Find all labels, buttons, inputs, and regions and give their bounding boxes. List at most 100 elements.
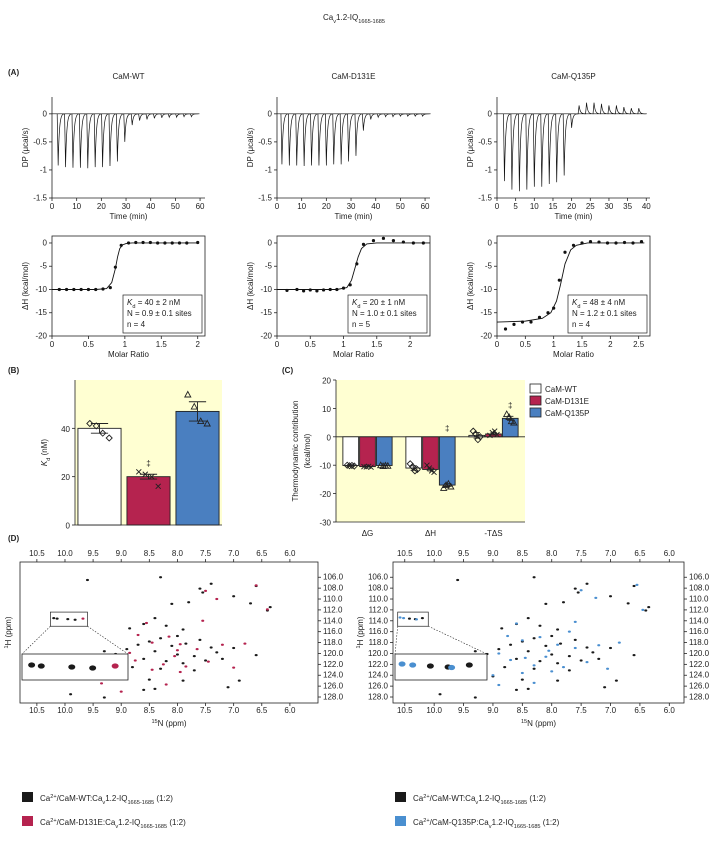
injection-peak	[287, 113, 297, 166]
text-part: 1.2-IQ	[118, 818, 140, 827]
y-tick-label: -1	[40, 165, 48, 174]
peak	[68, 664, 76, 670]
y-tick-label: 128.0	[689, 693, 709, 702]
injection-peak	[347, 113, 356, 162]
x-tick-label: 1.5	[156, 340, 168, 349]
point	[361, 463, 367, 470]
peak	[170, 602, 174, 606]
x-axis-label: Molar Ratio	[553, 350, 594, 359]
text-part: 1.2-IQ	[336, 13, 358, 22]
x-axis-label: 15N (ppm)	[151, 719, 186, 728]
y-tick-label: 20	[61, 473, 70, 482]
y-tick-label: -1.5	[258, 193, 272, 202]
peak	[509, 658, 513, 662]
data-point	[512, 322, 516, 326]
peak	[215, 651, 219, 654]
y-tick-label: 114.0	[369, 616, 389, 625]
legend-label: CaM-D131E	[545, 397, 589, 406]
point	[99, 429, 107, 437]
peak	[181, 628, 185, 631]
panel-label: (C)	[282, 366, 293, 375]
annotation-text: N = 1.2 ± 0.1 sites	[572, 309, 637, 318]
peak	[415, 618, 419, 621]
x-tick-label: 9.5	[88, 549, 100, 558]
peak	[520, 671, 524, 675]
x-tick-label: 9.0	[116, 549, 128, 558]
data-point	[101, 287, 105, 291]
injection-peak	[167, 113, 177, 119]
data-point	[348, 283, 352, 287]
x-tick-label: 9.5	[458, 549, 470, 558]
data-point	[571, 243, 576, 247]
plot-frame	[496, 235, 651, 337]
injection-peak	[56, 113, 66, 166]
x-tick-label: 2	[408, 340, 413, 349]
x-tick-label: 8.5	[144, 549, 156, 558]
text-part: v	[475, 800, 478, 806]
injection-peak	[518, 113, 527, 192]
x-tick-label: ΔH	[425, 529, 436, 538]
x-tick-label: 60	[196, 202, 205, 211]
injection-peak	[280, 113, 289, 165]
y-tick-label: -10	[480, 285, 492, 294]
y-tick-label: 118.0	[689, 638, 709, 647]
point	[135, 469, 142, 475]
y-tick-label: -0.5	[258, 137, 272, 146]
peak	[226, 686, 230, 689]
peak	[532, 667, 536, 670]
x-tick-label: 35	[623, 202, 632, 211]
data-point	[321, 288, 326, 292]
x-tick-label: 1.5	[371, 340, 383, 349]
injection-peak	[607, 105, 616, 115]
point	[431, 469, 437, 476]
peak	[426, 663, 434, 669]
peak	[500, 627, 504, 630]
x-tick-label: 1	[341, 340, 346, 349]
data-point	[622, 240, 627, 245]
data-point	[605, 241, 610, 245]
y-tick-label: 114.0	[689, 616, 709, 625]
text-part: (1:2)	[527, 794, 546, 803]
text-part: /CaM-Q135P:Ca	[430, 818, 490, 827]
peak	[184, 642, 188, 645]
peak	[69, 693, 73, 696]
data-point	[328, 287, 332, 292]
data-point	[57, 287, 61, 292]
peak	[153, 650, 157, 653]
point	[447, 482, 455, 490]
peak	[100, 682, 104, 685]
legend-swatch	[395, 816, 406, 826]
injection-peak	[339, 113, 349, 165]
data-point	[126, 241, 131, 245]
x-tick-label: 40	[146, 202, 155, 211]
peak	[175, 653, 179, 656]
text-part: 15	[151, 719, 157, 725]
peak	[573, 620, 577, 624]
injection-peak	[555, 113, 564, 183]
injection-peak	[182, 113, 192, 118]
peak	[438, 693, 442, 696]
y-tick-label: 120.0	[368, 649, 389, 658]
annotation-box	[567, 294, 648, 334]
data-point	[552, 306, 556, 310]
text-part: d	[577, 304, 580, 310]
data-point	[185, 241, 189, 245]
y-axis-label: DP (μcal/s)	[466, 127, 475, 167]
injection-peak	[108, 113, 118, 167]
x-axis-label: Time (min)	[335, 212, 373, 221]
injection-peak	[413, 113, 423, 117]
x-tick-label: 7.0	[605, 706, 617, 715]
injection-peak	[138, 113, 147, 121]
data-point	[401, 240, 405, 244]
annotation-text: Kd = 20 ± 1 nM	[352, 298, 405, 310]
y-tick-label: 124.0	[368, 671, 389, 680]
zoom-region	[397, 611, 429, 627]
peak	[142, 688, 146, 692]
peak	[473, 650, 477, 653]
peak	[55, 617, 59, 620]
injection-peak	[510, 113, 519, 190]
y-tick-label: 124.0	[689, 671, 709, 680]
peak	[550, 653, 554, 656]
peak	[407, 617, 411, 620]
x-tick-label: 6.5	[256, 706, 268, 715]
